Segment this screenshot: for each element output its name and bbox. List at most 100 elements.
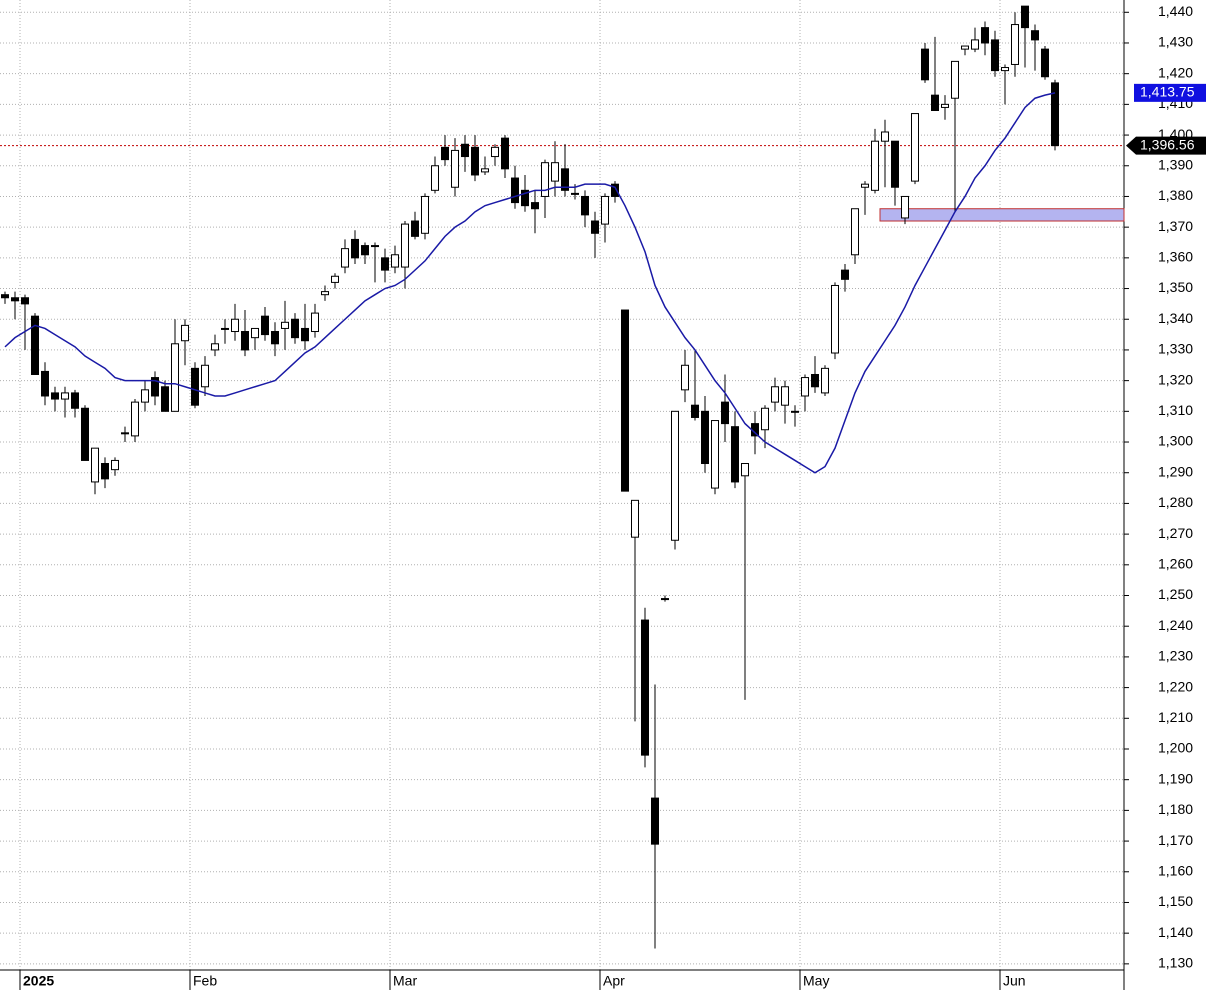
candle-body xyxy=(471,146,479,176)
candle-body xyxy=(191,367,199,406)
candle-body xyxy=(671,410,679,541)
candle-body xyxy=(251,327,259,339)
candle-body xyxy=(931,94,939,112)
candle-body xyxy=(231,318,239,333)
candle-body xyxy=(491,146,499,158)
candle-body xyxy=(981,27,989,44)
y-tick-label: 1,350 xyxy=(1158,279,1193,295)
candle-body xyxy=(51,392,59,400)
candle-body xyxy=(861,183,869,188)
candle-body xyxy=(271,331,279,345)
candle-body xyxy=(361,245,369,256)
candle-body xyxy=(571,192,579,195)
y-tick-label: 1,230 xyxy=(1158,648,1193,664)
candle-body xyxy=(711,420,719,489)
candle-body xyxy=(531,202,539,210)
candle-body xyxy=(261,315,269,336)
candle-body xyxy=(331,275,339,283)
candle-body xyxy=(731,426,739,483)
candle-body xyxy=(41,370,49,397)
candle-body xyxy=(941,103,949,108)
candle-body xyxy=(71,392,79,409)
y-tick-label: 1,310 xyxy=(1158,402,1193,418)
x-tick-label: 2025 xyxy=(23,973,54,989)
last-label-box xyxy=(1126,136,1206,155)
candle-body xyxy=(461,143,469,158)
candle-body xyxy=(871,140,879,191)
candle-body xyxy=(1001,67,1009,72)
support-zone xyxy=(879,208,1125,222)
candle-body xyxy=(431,165,439,191)
y-tick-label: 1,300 xyxy=(1158,433,1193,449)
last-label: 1,396.56 xyxy=(1140,136,1195,152)
y-tick-label: 1,330 xyxy=(1158,341,1193,357)
candle-body xyxy=(951,60,959,99)
y-tick-label: 1,210 xyxy=(1158,709,1193,725)
candle-body xyxy=(771,386,779,403)
candle-body xyxy=(111,459,119,471)
candle-body xyxy=(411,220,419,237)
candle-body xyxy=(281,321,289,329)
x-tick-label: Jun xyxy=(1003,973,1026,989)
candle-body xyxy=(211,343,219,351)
y-tick-label: 1,150 xyxy=(1158,893,1193,909)
candle-body xyxy=(991,39,999,72)
candle-body xyxy=(501,137,509,170)
candle-body xyxy=(1031,30,1039,41)
y-tick-label: 1,240 xyxy=(1158,617,1193,633)
candle-body xyxy=(1021,5,1029,29)
ma-label: 1,413.75 xyxy=(1140,84,1195,100)
candle-body xyxy=(421,195,429,234)
candle-body xyxy=(101,463,109,480)
candle-body xyxy=(11,297,19,302)
y-tick-label: 1,280 xyxy=(1158,494,1193,510)
candle-body xyxy=(821,367,829,394)
candle-body xyxy=(911,113,919,182)
candle-body xyxy=(121,432,129,435)
candle-body xyxy=(841,269,849,280)
candle-body xyxy=(291,318,299,339)
candle-body xyxy=(1,294,9,299)
candle-body xyxy=(81,407,89,461)
candle-body xyxy=(311,312,319,333)
candle-body xyxy=(851,208,859,256)
candle-body xyxy=(551,162,559,182)
candle-body xyxy=(831,284,839,354)
candle-body xyxy=(391,254,399,268)
candle-body xyxy=(241,331,249,351)
candle-body xyxy=(641,619,649,756)
candle-body xyxy=(341,248,349,268)
y-tick-label: 1,180 xyxy=(1158,801,1193,817)
candle-body xyxy=(721,401,729,425)
candle-body xyxy=(611,183,619,197)
y-tick-label: 1,130 xyxy=(1158,955,1193,971)
candle-body xyxy=(451,149,459,188)
y-tick-label: 1,290 xyxy=(1158,463,1193,479)
candle-body xyxy=(61,392,69,400)
y-tick-label: 1,220 xyxy=(1158,678,1193,694)
candle-body xyxy=(661,598,669,601)
candle-body xyxy=(201,364,209,388)
candle-body xyxy=(141,389,149,403)
y-tick-label: 1,430 xyxy=(1158,34,1193,50)
candle-body xyxy=(21,297,29,305)
candle-body xyxy=(1051,82,1059,147)
candle-body xyxy=(621,309,629,492)
candle-body xyxy=(171,343,179,412)
y-tick-label: 1,200 xyxy=(1158,740,1193,756)
y-tick-label: 1,250 xyxy=(1158,586,1193,602)
ma-label-box xyxy=(1134,83,1206,102)
y-tick-label: 1,390 xyxy=(1158,156,1193,172)
x-tick-label: Apr xyxy=(603,973,625,989)
candle-body xyxy=(701,410,709,465)
y-tick-label: 1,260 xyxy=(1158,556,1193,572)
candle-body xyxy=(681,364,689,391)
candle-body xyxy=(631,499,639,538)
candle-body xyxy=(371,245,379,248)
x-tick-label: Feb xyxy=(193,973,217,989)
candle-body xyxy=(601,195,609,225)
candle-body xyxy=(801,377,809,397)
y-tick-label: 1,340 xyxy=(1158,310,1193,326)
candle-body xyxy=(541,162,549,197)
